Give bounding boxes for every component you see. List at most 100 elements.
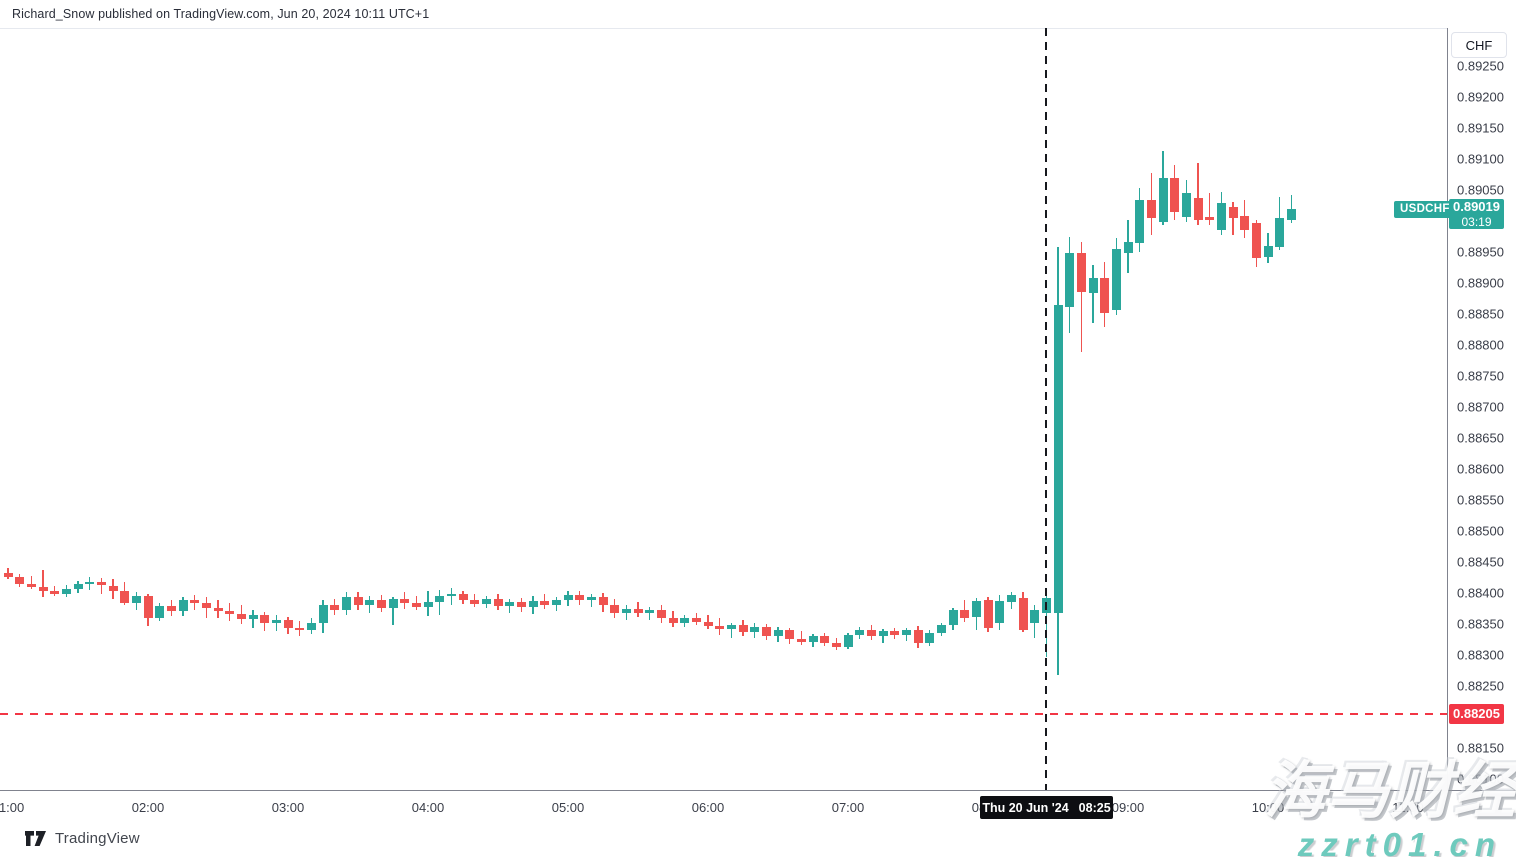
time-tick-09:00: 09:00: [1111, 800, 1145, 815]
candle-wick: [275, 615, 278, 631]
candle-body: [890, 631, 900, 636]
price-tick-0.88350: 0.88350: [1457, 616, 1504, 632]
current-price-value: 0.89019: [1453, 199, 1500, 215]
candle-body: [995, 601, 1005, 623]
price-tick-0.88450: 0.88450: [1457, 554, 1504, 570]
candle-body: [633, 609, 643, 613]
candle-body: [1251, 222, 1261, 259]
candle-body: [190, 600, 200, 603]
candle-body: [1123, 242, 1133, 254]
candle-body: [1006, 594, 1016, 602]
price-tick-0.89250: 0.89250: [1457, 58, 1504, 74]
chart-pane[interactable]: [0, 28, 1447, 790]
candle-body: [213, 607, 223, 611]
candle-body: [435, 596, 445, 602]
candle-body: [481, 598, 491, 605]
candle-body: [796, 638, 806, 642]
time-tick-03:00: 03:00: [271, 800, 305, 815]
candle-body: [1205, 216, 1215, 220]
candle-body: [773, 630, 783, 636]
candle-body: [1018, 598, 1028, 631]
time-tick-04:00: 04:00: [411, 800, 445, 815]
candle-body: [761, 627, 771, 636]
candle-body: [726, 624, 736, 629]
candle-body: [143, 596, 153, 619]
alert-price-line[interactable]: [0, 712, 1447, 715]
price-tick-0.88700: 0.88700: [1457, 399, 1504, 415]
crosshair-vertical-line: [1045, 28, 1048, 790]
candle-body: [341, 597, 351, 611]
time-axis[interactable]: 01:0002:0003:0004:0005:0006:0007:0008:00…: [0, 790, 1516, 822]
candle-body: [15, 576, 25, 585]
candle-body: [1181, 193, 1191, 217]
candle-body: [108, 585, 118, 591]
price-tick-0.88250: 0.88250: [1457, 678, 1504, 694]
candle-body: [1100, 278, 1110, 313]
price-tick-0.89200: 0.89200: [1457, 89, 1504, 105]
candle-body: [400, 599, 410, 603]
price-tick-0.88400: 0.88400: [1457, 585, 1504, 601]
tooltip-date: Thu 20 Jun '24: [982, 800, 1069, 815]
pane-top-border: [0, 28, 1516, 29]
crosshair-date-tooltip: Thu 20 Jun '24 08:25: [980, 796, 1113, 819]
price-tick-0.88100: 0.88100: [1457, 771, 1504, 787]
candle-body: [843, 635, 853, 647]
candle-body: [668, 617, 678, 623]
candle-body: [1088, 278, 1098, 293]
candle-body: [295, 628, 305, 631]
candle-body: [913, 630, 923, 643]
candle-body: [703, 622, 713, 626]
candle-wick: [1208, 193, 1211, 225]
publish-attribution: Richard_Snow published on TradingView.co…: [12, 7, 430, 21]
candle-body: [388, 599, 398, 608]
candle-body: [3, 573, 13, 577]
candle-body: [983, 599, 993, 628]
candle-body: [516, 602, 526, 608]
price-tick-0.88550: 0.88550: [1457, 492, 1504, 508]
candle-body: [283, 619, 293, 629]
footer: TradingView: [25, 830, 140, 847]
candle-body: [901, 630, 911, 636]
candle-wick: [800, 631, 803, 645]
candle-body: [1216, 203, 1226, 231]
candle-body: [866, 629, 876, 637]
candle-body: [960, 609, 970, 618]
price-tick-0.88900: 0.88900: [1457, 275, 1504, 291]
bar-countdown: 03:19: [1461, 215, 1492, 230]
candle-wick: [42, 570, 44, 597]
candle-body: [260, 615, 270, 623]
candle-body: [166, 606, 176, 611]
candle-wick: [1290, 195, 1293, 223]
candle-wick: [392, 597, 394, 626]
candle-body: [470, 599, 480, 605]
current-price-label: 0.89019 03:19: [1449, 199, 1504, 230]
time-tick-01:00: 01:00: [0, 800, 25, 815]
candle-body: [1076, 253, 1086, 293]
time-tick-05:00: 05:00: [551, 800, 585, 815]
candle-body: [680, 618, 690, 623]
candle-body: [505, 602, 515, 606]
tradingview-logo-text[interactable]: TradingView: [55, 830, 140, 847]
candle-body: [353, 597, 363, 606]
candle-body: [458, 594, 468, 600]
price-tick-0.88800: 0.88800: [1457, 337, 1504, 353]
candle-body: [365, 599, 375, 606]
candle-body: [411, 602, 421, 607]
candle-body: [225, 611, 235, 615]
candle-wick: [438, 589, 441, 615]
candle-body: [1240, 216, 1250, 231]
candle-wick: [730, 622, 733, 638]
symbol-price-flag: USDCHF: [1394, 201, 1456, 219]
candle-body: [1135, 199, 1145, 243]
candle-wick: [88, 576, 91, 591]
candle-body: [738, 624, 748, 632]
candle-body: [1170, 178, 1180, 212]
watermark-url-text: zzrt01.cn: [1297, 826, 1502, 857]
currency-toggle-button[interactable]: CHF: [1451, 32, 1507, 58]
candle-body: [528, 601, 538, 608]
price-axis[interactable]: CHF 0.89250 0.89200 0.89150 0.89100 0.89050 0…: [1447, 28, 1516, 822]
price-tick-0.88950: 0.88950: [1457, 244, 1504, 260]
candle-body: [610, 604, 620, 614]
candle-wick: [1092, 265, 1094, 324]
tradingview-logo-icon[interactable]: [25, 831, 47, 846]
